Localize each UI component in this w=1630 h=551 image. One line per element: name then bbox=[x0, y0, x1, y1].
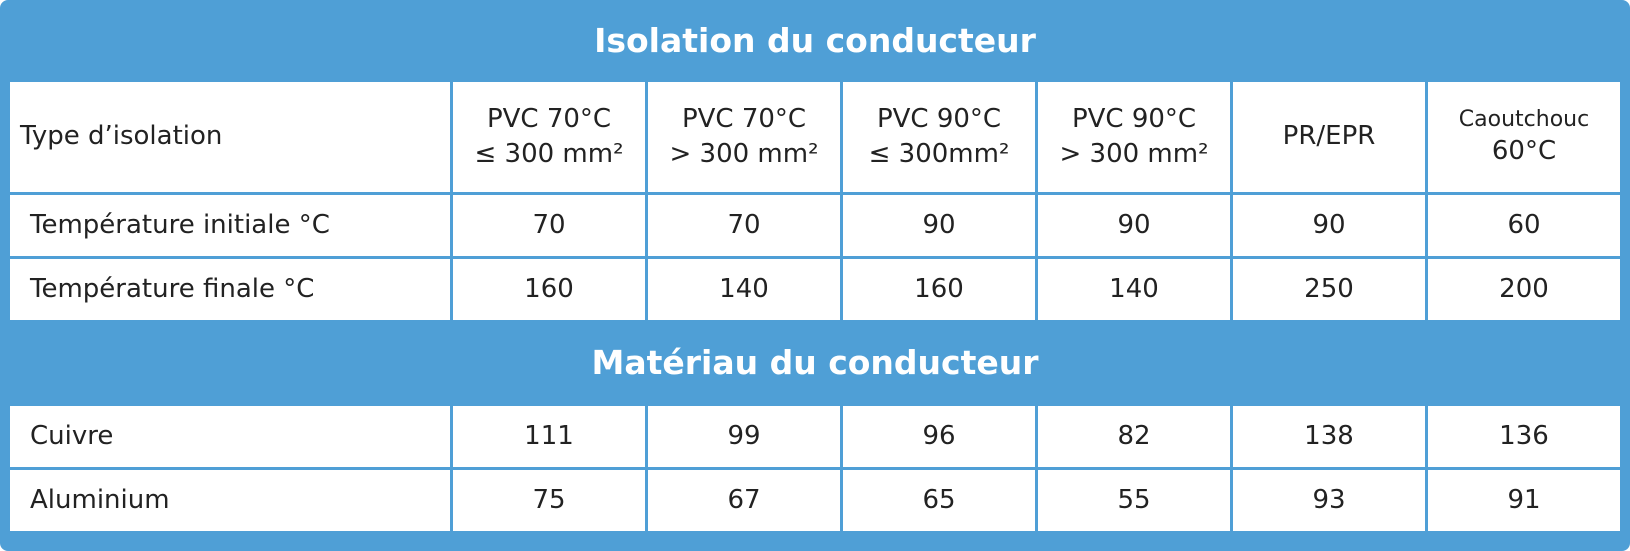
table-cell: 140 bbox=[648, 259, 840, 320]
table-cell: 75 bbox=[453, 470, 645, 531]
table-cell: 90 bbox=[1233, 195, 1425, 256]
header-line: Caoutchouc bbox=[1458, 106, 1590, 132]
table-cell: 160 bbox=[453, 259, 645, 320]
header-line: > 300 mm² bbox=[669, 139, 819, 169]
column-header: PR/EPR bbox=[1233, 82, 1425, 192]
table-row: Aluminium 75 67 65 55 93 91 bbox=[10, 470, 1620, 531]
table-cell: 70 bbox=[453, 195, 645, 256]
column-header: PVC 70°C ≤ 300 mm² bbox=[453, 82, 645, 192]
column-header: Caoutchouc 60°C bbox=[1428, 82, 1620, 192]
section-title: Matériau du conducteur bbox=[10, 323, 1620, 403]
table-cell: 91 bbox=[1428, 470, 1620, 531]
table-row: Cuivre 111 99 96 82 138 136 bbox=[10, 406, 1620, 467]
section-title-row: Matériau du conducteur bbox=[10, 323, 1620, 403]
column-header: Type d’isolation bbox=[10, 82, 450, 192]
header-line: ≤ 300mm² bbox=[868, 139, 1010, 169]
header-line: > 300 mm² bbox=[1059, 139, 1209, 169]
row-label: Aluminium bbox=[10, 470, 450, 531]
table-cell: 67 bbox=[648, 470, 840, 531]
table-cell: 90 bbox=[1038, 195, 1230, 256]
table-cell: 96 bbox=[843, 406, 1035, 467]
row-label: Température finale °C bbox=[10, 259, 450, 320]
table-cell: 55 bbox=[1038, 470, 1230, 531]
table-cell: 82 bbox=[1038, 406, 1230, 467]
section-title-row: Isolation du conducteur bbox=[10, 3, 1620, 79]
column-header: PVC 90°C > 300 mm² bbox=[1038, 82, 1230, 192]
table-cell: 138 bbox=[1233, 406, 1425, 467]
table: Isolation du conducteur Type d’isolation P… bbox=[7, 0, 1623, 534]
table-cell: 90 bbox=[843, 195, 1035, 256]
table-cell: 140 bbox=[1038, 259, 1230, 320]
table-row: Température finale °C 160 140 160 140 250 200 bbox=[10, 259, 1620, 320]
table-cell: 136 bbox=[1428, 406, 1620, 467]
section-title: Isolation du conducteur bbox=[10, 3, 1620, 79]
header-line: ≤ 300 mm² bbox=[474, 139, 624, 169]
table-cell: 60 bbox=[1428, 195, 1620, 256]
column-header: PVC 70°C > 300 mm² bbox=[648, 82, 840, 192]
header-line: PVC 90°C bbox=[876, 103, 1002, 134]
table-cell: 70 bbox=[648, 195, 840, 256]
table-cell: 99 bbox=[648, 406, 840, 467]
table-cell: 111 bbox=[453, 406, 645, 467]
header-line: PVC 90°C bbox=[1071, 103, 1197, 134]
header-row: Type d’isolation PVC 70°C ≤ 300 mm² PVC 70°… bbox=[10, 82, 1620, 192]
row-label: Température initiale °C bbox=[10, 195, 450, 256]
table-cell: 160 bbox=[843, 259, 1035, 320]
header-line: PVC 70°C bbox=[681, 103, 807, 134]
header-line: PVC 70°C bbox=[486, 103, 612, 134]
row-label: Cuivre bbox=[10, 406, 450, 467]
table-cell: 65 bbox=[843, 470, 1035, 531]
table-row: Température initiale °C 70 70 90 90 90 60 bbox=[10, 195, 1620, 256]
column-header: PVC 90°C ≤ 300mm² bbox=[843, 82, 1035, 192]
table-cell: 200 bbox=[1428, 259, 1620, 320]
table-cell: 250 bbox=[1233, 259, 1425, 320]
table-cell: 93 bbox=[1233, 470, 1425, 531]
header-line: 60°C bbox=[1491, 136, 1557, 167]
